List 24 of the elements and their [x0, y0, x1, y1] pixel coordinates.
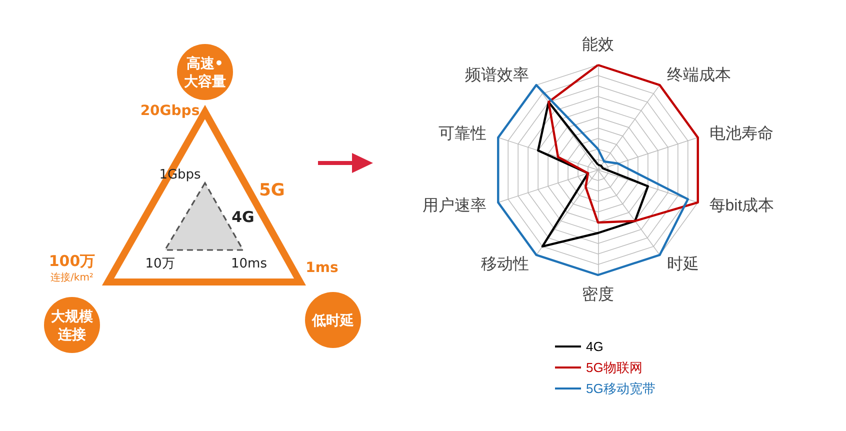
text: 100万	[48, 252, 96, 270]
legend-label: 5G物联网	[586, 360, 642, 375]
spoke-label: 终端成本	[666, 66, 731, 84]
text: 连接/km²	[50, 272, 94, 284]
text: 1ms	[306, 260, 338, 276]
text: 5G	[259, 180, 285, 201]
spoke-label: 每bit成本	[709, 196, 774, 215]
legend-label: 5G移动宽带	[586, 381, 656, 396]
text: 10万	[145, 256, 175, 272]
spoke-label: 可靠性	[438, 125, 487, 142]
spoke-label: 电池寿命	[709, 124, 774, 142]
text: 4G	[232, 208, 254, 226]
text: 大规模连接	[51, 309, 94, 343]
text: 10ms	[231, 256, 268, 272]
spoke-label: 密度	[582, 286, 614, 304]
spoke-label: 移动性	[481, 256, 530, 274]
spoke-label: 时延	[666, 255, 699, 274]
text: 高速•大容量	[184, 55, 226, 90]
text: 20Gbps	[140, 102, 200, 119]
spoke-label: 用户速率	[422, 196, 487, 215]
spoke-label: 能效	[582, 36, 614, 54]
spoke-label: 频谱效率	[465, 66, 530, 84]
legend-label: 4G	[586, 339, 604, 354]
text: 低时延	[311, 313, 354, 329]
